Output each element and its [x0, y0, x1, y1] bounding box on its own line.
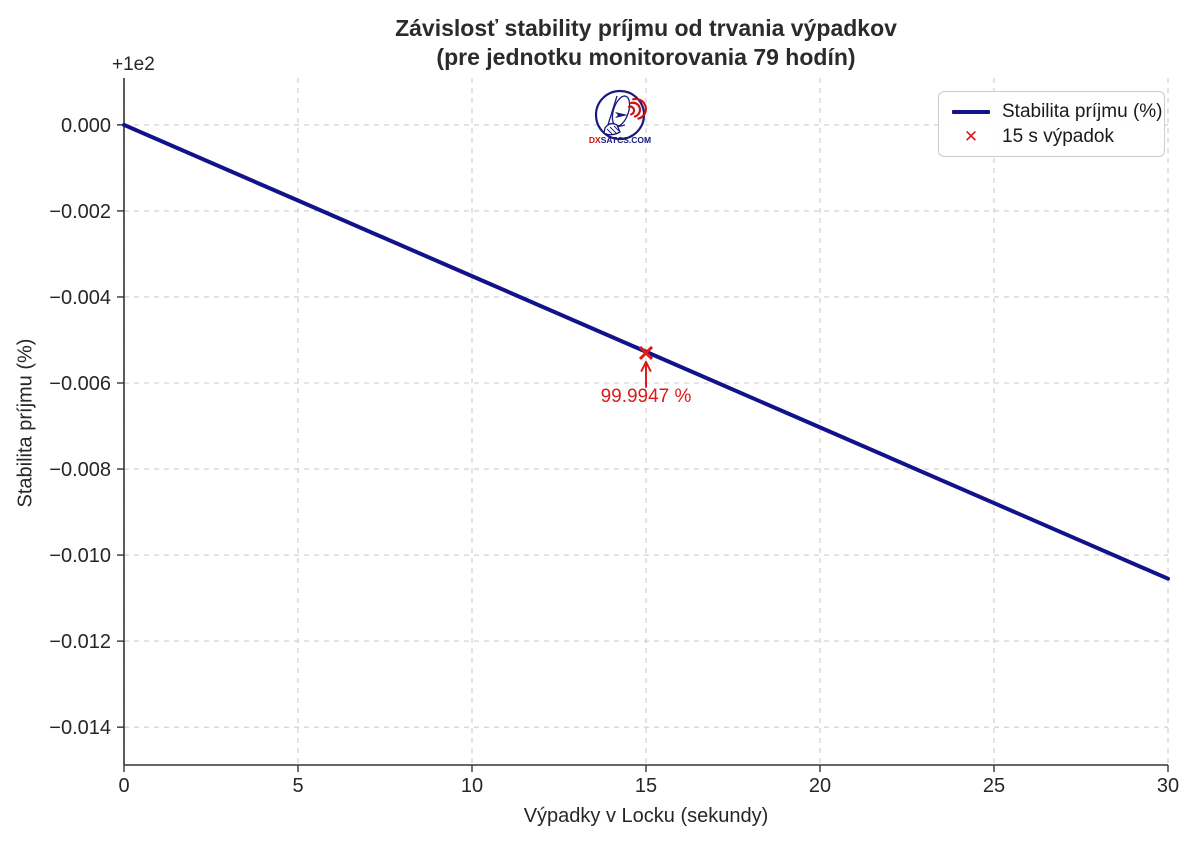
x-axis-label: Výpadky v Locku (sekundy)	[523, 805, 769, 827]
y-tick-label: −0.008	[49, 459, 111, 481]
outage-x-marker	[638, 345, 654, 360]
chart-title: Závislosť stability príjmu od trvania vý…	[395, 15, 897, 70]
annotation-label: 99.9947 %	[600, 385, 692, 407]
legend: Stabilita príjmu (%) ✕ 15 s výpadok	[938, 91, 1165, 157]
legend-label: Stabilita príjmu (%)	[1002, 100, 1163, 122]
signal-waves-icon	[627, 97, 647, 120]
satellite-dish-icon	[603, 95, 631, 136]
y-tick-label: −0.010	[49, 545, 111, 567]
x-tick-label: 5	[292, 775, 303, 797]
gridlines	[123, 78, 1169, 765]
x-tick-label: 20	[809, 775, 831, 797]
x-tick-label: 25	[983, 775, 1005, 797]
y-tick-label: −0.012	[49, 631, 111, 653]
y-tick-label: −0.014	[49, 717, 111, 739]
y-tick-label: −0.004	[49, 287, 111, 309]
x-tick-label: 30	[1157, 775, 1179, 797]
dxsatcs-logo: DXSATCS.COM	[589, 89, 651, 145]
y-tick-label: 0.000	[61, 115, 111, 137]
legend-item-outage: ✕ 15 s výpadok	[949, 125, 1154, 151]
annotation-arrow	[640, 360, 652, 388]
y-tick-label: −0.006	[49, 373, 111, 395]
y-axis-offset-text: +1e2	[112, 54, 155, 75]
x-tick-label: 0	[118, 775, 129, 797]
x-marker-icon: ✕	[963, 126, 979, 147]
legend-item-stability: Stabilita príjmu (%)	[949, 99, 1163, 125]
tick-labels: 0 5 10 15 20 25 30 0.000 −0.002 −0.004 −0.006 −0.00…	[49, 115, 1179, 797]
legend-label: 15 s výpadok	[1002, 126, 1114, 148]
line-swatch-icon	[949, 109, 993, 114]
logo-arrow-icon	[615, 112, 628, 118]
logo-text: DXSATCS.COM	[589, 135, 651, 145]
x-tick-label: 15	[635, 775, 657, 797]
y-tick-label: −0.002	[49, 201, 111, 223]
x-tick-label: 10	[461, 775, 483, 797]
tick-marks	[117, 124, 1169, 772]
